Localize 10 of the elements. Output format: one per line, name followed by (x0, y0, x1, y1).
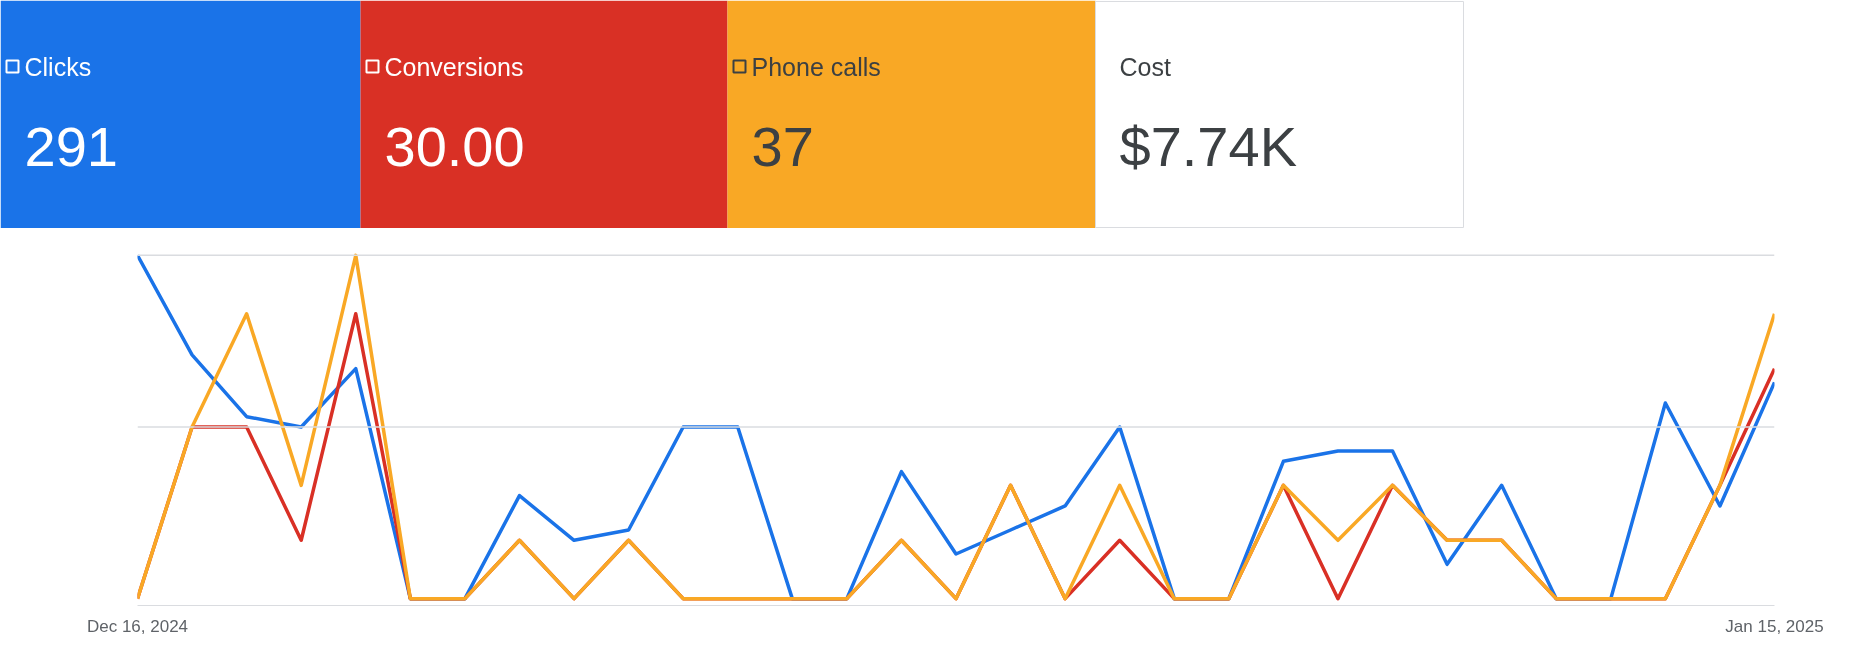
x-tick-label: Dec 16, 2024 (86, 616, 189, 636)
legend-label: Phone calls (751, 52, 881, 81)
text: 291 (24, 114, 118, 178)
text: $7.74K (1119, 115, 1297, 178)
text: 37 (751, 114, 814, 178)
text: Cost (1119, 52, 1171, 81)
legend-label: Conversions (384, 52, 524, 81)
legend-label: Clicks (24, 52, 92, 81)
x-tick-label: Jan 15, 2025 (1725, 616, 1824, 636)
text: 30.00 (384, 114, 525, 178)
